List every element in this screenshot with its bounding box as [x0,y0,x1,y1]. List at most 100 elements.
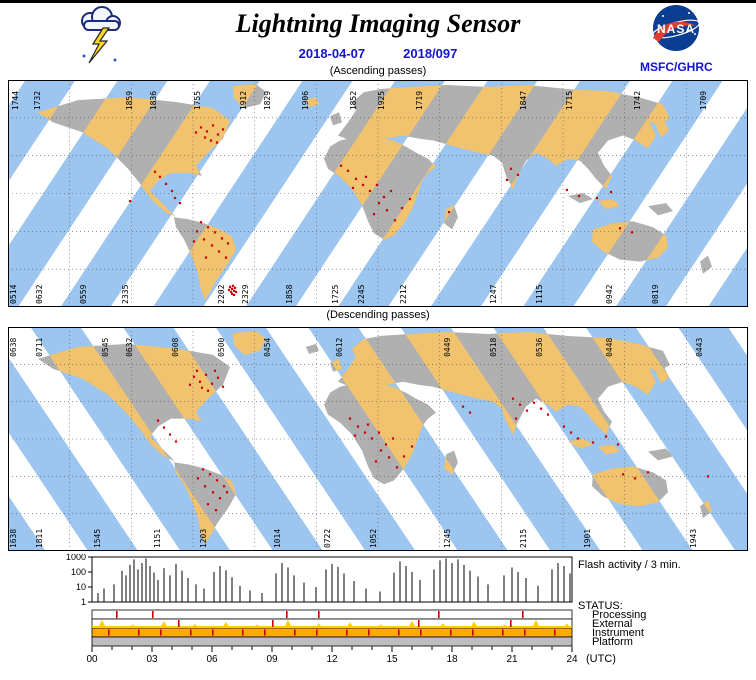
orbit-time-label: 0608 [171,338,180,357]
flash-point [211,124,215,127]
orbit-time-label: 0443 [695,338,704,357]
x-axis-tick-label: 03 [146,654,158,665]
flash-point [539,407,543,410]
external-status-spike [470,621,478,628]
orbit-time-label: 1852 [349,91,358,111]
flash-point [198,380,202,383]
flash-point [224,256,228,259]
flash-point [387,456,391,459]
flash-point [370,437,374,440]
flash-point [195,230,199,233]
x-axis-tick-label: 24 [566,654,578,665]
flash-point [621,473,625,476]
flash-point [226,242,230,245]
flash-point [616,443,620,446]
org-label: MSFC/GHRC [640,60,713,74]
orbit-time-label: 1151 [153,529,162,548]
flash-point [232,293,236,297]
orbit-time-label: 1115 [535,284,544,304]
external-status-spike [191,624,199,628]
flash-point [348,417,352,420]
nasa-red-vector [653,21,697,42]
flash-point [229,290,233,293]
orbit-time-label: 1742 [633,91,642,111]
orbit-time-label: 0638 [9,338,18,357]
flash-point [216,376,220,379]
y-axis-tick-label: 10 [76,582,86,592]
flash-point [196,477,200,480]
instrument-status-mark [294,629,296,636]
orbit-time-label: 1829 [263,91,272,111]
orbit-time-label: 1901 [583,529,592,548]
ascending-passes-label: (Ascending passes) [329,64,427,77]
flash-point [361,183,365,187]
flash-point [188,383,192,386]
orbit-time-label: 1755 [193,91,202,111]
flash-point [525,409,529,412]
orbit-time-label: 2202 [217,284,226,304]
flash-point [200,386,204,389]
flash-point [389,189,393,193]
x-axis-tick-label: 09 [266,654,278,665]
orbit-time-label: 1545 [93,529,102,548]
flash-point [227,288,231,291]
orbit-time-label: 0612 [335,338,344,357]
flash-point [202,238,206,241]
orbit-time-label: 0942 [605,284,614,304]
status-row-label-platform: Platform [592,636,633,648]
orbit-time-label: 1836 [149,91,158,111]
flash-point [194,131,198,134]
title-block: Lightning Imaging Sensor 2018-04-07 2018… [0,9,756,77]
orbit-time-label: 2329 [241,284,250,304]
instrument-status-mark [450,629,452,636]
orbit-time-label: 1906 [301,91,310,111]
flash-point [577,194,581,198]
processing-status-mark [438,611,440,618]
flash-point [230,292,234,295]
external-status-spike [408,620,416,628]
flash-point [178,201,182,205]
flash-point [215,141,219,144]
flash-point [168,433,172,436]
swath-stripe [30,327,231,551]
swath-stripe [708,246,748,307]
activity-status-panel: Flash activity / 3 min. STATUS: Processi… [66,554,681,665]
flash-point [225,491,229,494]
external-status-spike [222,622,230,628]
flash-point [595,196,599,200]
flash-point [377,201,381,205]
external-status-mark [178,620,180,627]
processing-status-mark [116,611,118,618]
flash-point [205,130,209,133]
external-status-spike [98,620,106,628]
flash-point [170,189,174,193]
y-axis-tick-label: 100 [71,567,86,577]
processing-status-mark [522,611,524,618]
flash-point [208,473,212,476]
flash-point [384,443,388,446]
flash-point [706,475,710,478]
swath-stripe [523,80,723,307]
nasa-block: NASA MSFC/GHRC [640,4,713,74]
orbit-time-label: 2335 [121,284,130,304]
external-status-spike [284,620,292,628]
flash-point [410,445,414,448]
flash-point [609,190,613,194]
instrument-status-mark [138,629,140,636]
processing-status-mark [286,611,288,618]
flash-point [221,385,225,388]
orbit-time-label: 0449 [443,338,452,357]
instrument-status-mark [242,629,244,636]
flash-point [214,509,218,512]
flash-point [230,287,234,290]
instrument-status-mark [420,629,422,636]
flash-point [516,173,520,176]
external-status-spike [160,621,168,628]
flash-point [518,403,522,406]
flash-point [353,434,357,437]
flash-points [128,124,634,297]
star-icon [662,15,664,17]
flash-point [618,227,622,230]
flash-point [509,167,513,170]
flash-point [447,211,451,214]
